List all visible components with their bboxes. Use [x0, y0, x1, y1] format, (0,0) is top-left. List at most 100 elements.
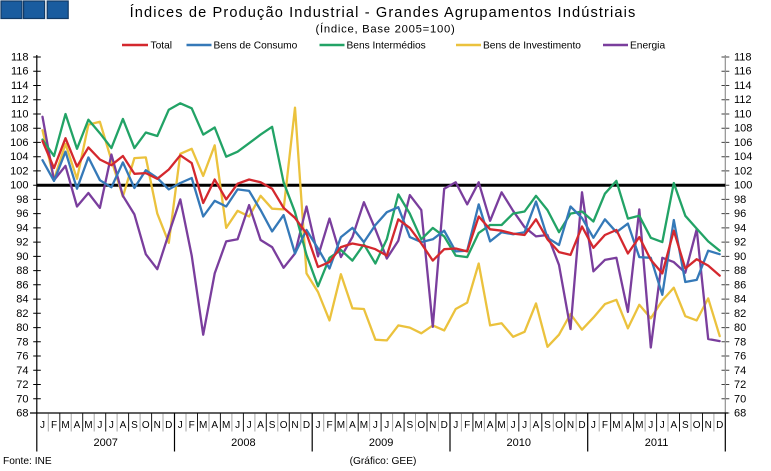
- svg-text:116: 116: [734, 66, 752, 78]
- svg-text:74: 74: [734, 365, 746, 377]
- svg-text:84: 84: [16, 294, 28, 306]
- svg-text:J: J: [660, 420, 665, 431]
- svg-text:J: J: [235, 420, 240, 431]
- svg-text:M: M: [475, 420, 483, 431]
- svg-text:N: N: [429, 420, 436, 431]
- svg-text:Bens de Investimento: Bens de Investimento: [483, 41, 581, 52]
- svg-text:D: D: [165, 420, 172, 431]
- svg-text:(Índice, Base 2005=100): (Índice, Base 2005=100): [316, 23, 456, 36]
- svg-text:108: 108: [734, 123, 752, 135]
- svg-text:102: 102: [734, 165, 752, 177]
- svg-text:J: J: [373, 420, 378, 431]
- svg-text:114: 114: [734, 80, 752, 92]
- svg-text:Bens Intermédios: Bens Intermédios: [347, 41, 426, 52]
- svg-text:N: N: [567, 420, 574, 431]
- svg-text:J: J: [178, 420, 183, 431]
- svg-text:M: M: [497, 420, 505, 431]
- svg-text:2007: 2007: [93, 437, 117, 449]
- svg-text:106: 106: [10, 137, 28, 149]
- svg-text:D: D: [441, 420, 448, 431]
- svg-text:A: A: [120, 420, 127, 431]
- svg-text:O: O: [417, 420, 425, 431]
- svg-text:J: J: [591, 420, 596, 431]
- svg-text:A: A: [533, 420, 540, 431]
- svg-text:104: 104: [734, 151, 752, 163]
- svg-text:92: 92: [16, 237, 28, 249]
- svg-text:M: M: [199, 420, 207, 431]
- svg-text:90: 90: [734, 251, 746, 263]
- svg-text:110: 110: [11, 109, 29, 121]
- svg-text:S: S: [544, 420, 551, 431]
- svg-text:76: 76: [16, 351, 28, 363]
- svg-text:M: M: [337, 420, 345, 431]
- svg-text:116: 116: [11, 66, 29, 78]
- svg-text:80: 80: [16, 322, 28, 334]
- svg-text:F: F: [51, 420, 57, 431]
- svg-text:84: 84: [734, 294, 746, 306]
- svg-text:Índices de Produção Industrial: Índices de Produção Industrial - Grandes…: [130, 4, 637, 21]
- svg-text:M: M: [360, 420, 368, 431]
- svg-text:94: 94: [734, 222, 746, 234]
- svg-text:118: 118: [734, 52, 752, 64]
- svg-text:118: 118: [11, 52, 29, 64]
- svg-text:88: 88: [16, 265, 28, 277]
- svg-text:N: N: [705, 420, 712, 431]
- svg-text:N: N: [154, 420, 161, 431]
- svg-text:M: M: [61, 420, 69, 431]
- svg-text:82: 82: [734, 308, 746, 320]
- svg-text:80: 80: [734, 322, 746, 334]
- svg-text:72: 72: [734, 379, 746, 391]
- svg-text:76: 76: [734, 351, 746, 363]
- svg-text:2011: 2011: [645, 437, 669, 449]
- svg-text:68: 68: [16, 408, 28, 420]
- svg-text:98: 98: [734, 194, 746, 206]
- svg-text:88: 88: [734, 265, 746, 277]
- svg-text:F: F: [326, 420, 332, 431]
- svg-text:A: A: [74, 420, 81, 431]
- svg-text:D: D: [716, 420, 723, 431]
- svg-text:72: 72: [16, 379, 28, 391]
- svg-text:Bens de Consumo: Bens de Consumo: [214, 41, 298, 52]
- svg-text:108: 108: [10, 123, 28, 135]
- svg-text:M: M: [84, 420, 92, 431]
- svg-text:Total: Total: [151, 41, 173, 52]
- svg-text:114: 114: [11, 80, 29, 92]
- svg-text:M: M: [222, 420, 230, 431]
- svg-text:86: 86: [16, 279, 28, 291]
- svg-text:A: A: [395, 420, 402, 431]
- svg-text:96: 96: [734, 208, 746, 220]
- svg-text:F: F: [602, 420, 608, 431]
- svg-text:O: O: [693, 420, 701, 431]
- svg-text:2008: 2008: [231, 437, 255, 449]
- svg-text:A: A: [257, 420, 264, 431]
- svg-text:78: 78: [734, 336, 746, 348]
- svg-text:100: 100: [10, 180, 28, 192]
- svg-text:Energia: Energia: [630, 41, 665, 52]
- svg-text:2009: 2009: [369, 437, 393, 449]
- svg-text:M: M: [612, 420, 620, 431]
- svg-text:J: J: [384, 420, 389, 431]
- svg-text:106: 106: [734, 137, 752, 149]
- svg-text:98: 98: [16, 194, 28, 206]
- svg-text:86: 86: [734, 279, 746, 291]
- svg-text:J: J: [511, 420, 516, 431]
- svg-text:D: D: [578, 420, 585, 431]
- svg-text:112: 112: [11, 94, 29, 106]
- svg-text:J: J: [648, 420, 653, 431]
- svg-text:O: O: [555, 420, 563, 431]
- svg-text:104: 104: [10, 151, 28, 163]
- svg-text:S: S: [682, 420, 689, 431]
- svg-text:D: D: [303, 420, 310, 431]
- svg-text:102: 102: [10, 165, 28, 177]
- svg-text:S: S: [269, 420, 276, 431]
- svg-text:A: A: [487, 420, 494, 431]
- svg-text:2010: 2010: [507, 437, 531, 449]
- svg-text:A: A: [625, 420, 632, 431]
- svg-text:O: O: [280, 420, 288, 431]
- svg-text:112: 112: [734, 94, 752, 106]
- svg-text:S: S: [406, 420, 413, 431]
- svg-text:O: O: [142, 420, 150, 431]
- svg-text:F: F: [464, 420, 470, 431]
- svg-text:78: 78: [16, 336, 28, 348]
- svg-text:N: N: [291, 420, 298, 431]
